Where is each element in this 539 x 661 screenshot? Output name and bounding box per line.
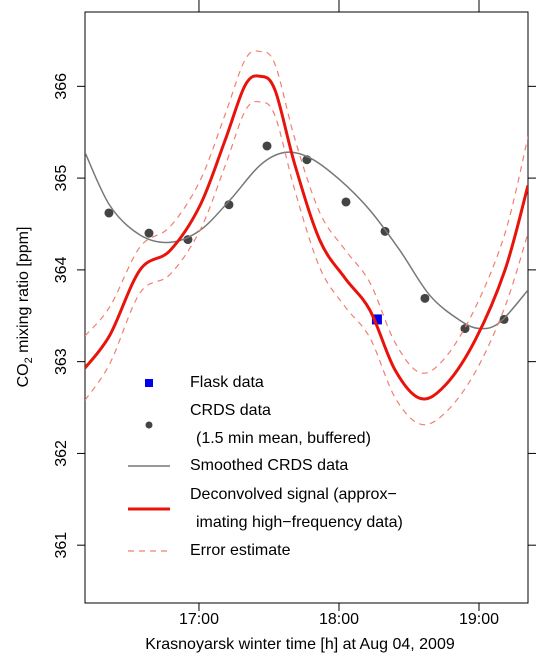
y-axis-label: CO2 mixing ratio [ppm] xyxy=(15,227,35,388)
y-label-main: CO xyxy=(15,363,32,387)
y-tick-label: 366 xyxy=(53,73,70,100)
crds-point xyxy=(183,235,193,245)
legend-label: CRDS data xyxy=(190,402,271,419)
plot-frame xyxy=(84,11,529,604)
y-label-sub: 2 xyxy=(23,357,35,363)
flask-point xyxy=(371,314,382,325)
y-tick-label: 365 xyxy=(53,165,70,192)
crds-point xyxy=(104,208,114,218)
legend-label: (1.5 min mean, buffered) xyxy=(196,430,371,447)
legend-label: Error estimate xyxy=(190,542,291,559)
line-dash xyxy=(85,50,528,374)
legend-label: Flask data xyxy=(190,374,264,391)
crds-point xyxy=(262,141,272,151)
y-tick-label: 362 xyxy=(53,440,70,467)
x-axis-label: Krasnoyarsk winter time [h] at Aug 04, 2… xyxy=(145,636,455,653)
legend-symbol xyxy=(145,421,153,429)
legend-symbol xyxy=(145,379,153,387)
crds-point xyxy=(460,324,470,334)
x-tick-label: 18:00 xyxy=(319,611,359,628)
crds-point xyxy=(224,200,234,210)
line-dash xyxy=(85,100,528,426)
crds-point xyxy=(420,293,430,303)
x-tick-label: 17:00 xyxy=(179,611,219,628)
crds-point xyxy=(144,228,154,238)
y-tick-label: 363 xyxy=(53,348,70,375)
legend-label: Deconvolved signal (approx− xyxy=(190,486,397,503)
y-label-rest: mixing ratio [ppm] xyxy=(15,227,32,358)
legend-label: imating high−frequency data) xyxy=(196,514,403,531)
plot-area xyxy=(85,50,528,426)
crds-point xyxy=(341,197,351,207)
legend-label: Smoothed CRDS data xyxy=(190,457,348,474)
y-tick-label: 364 xyxy=(53,256,70,283)
x-tick-label: 19:00 xyxy=(459,611,499,628)
line-thick xyxy=(85,74,528,401)
y-tick-label: 361 xyxy=(53,532,70,559)
